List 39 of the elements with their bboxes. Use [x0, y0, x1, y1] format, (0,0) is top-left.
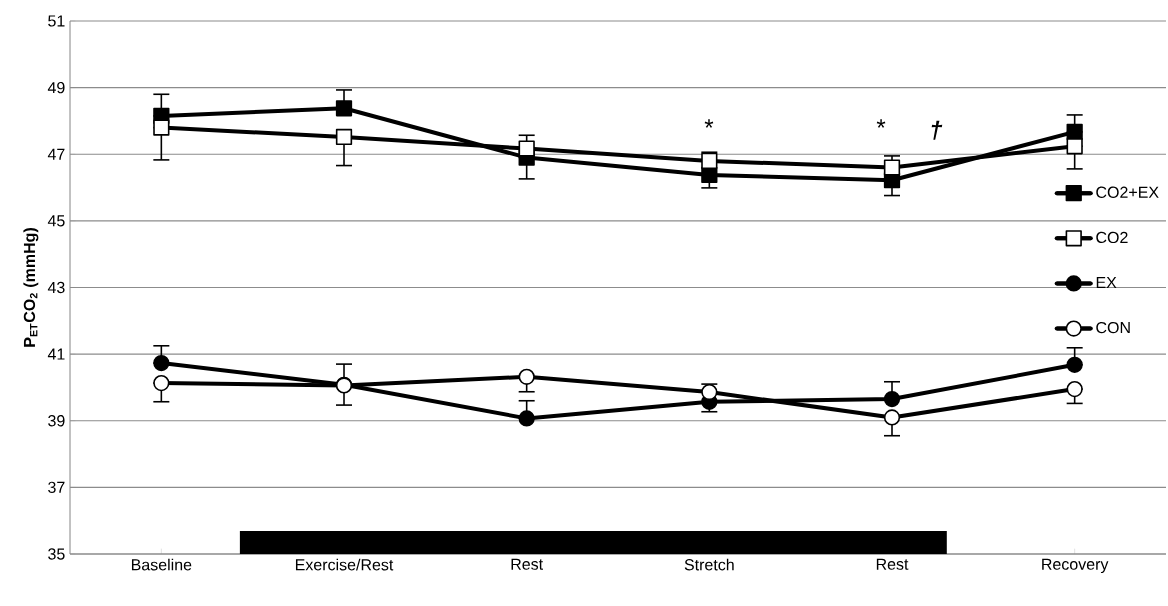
annotation: * [704, 119, 714, 128]
point [518, 410, 535, 427]
annotation: * [876, 119, 886, 128]
point [883, 159, 901, 176]
point [1066, 380, 1083, 398]
x-tick-label: Stretch [684, 558, 734, 571]
point [883, 409, 901, 426]
point [153, 354, 170, 372]
point [518, 368, 535, 385]
legend-label: CO2 [1096, 231, 1128, 244]
point [1066, 356, 1083, 373]
legend-label: CON [1096, 321, 1130, 334]
point [701, 152, 718, 170]
y-tick-label: 39 [48, 415, 65, 427]
y-tick-label: 43 [47, 281, 65, 294]
x-tick-label: Rest [876, 558, 909, 570]
y-axis-title: P$_{ET}$CO$_{2}$ (mmHg) [23, 228, 39, 347]
point [153, 119, 170, 136]
point [335, 100, 353, 117]
legend-label: CO2+EX [1096, 186, 1159, 198]
point [1066, 138, 1083, 155]
x-tick-label: Rest [511, 558, 543, 570]
y-tick-label: 35 [48, 548, 65, 560]
point [883, 390, 901, 408]
y-tick-label: 41 [47, 348, 65, 360]
point [701, 383, 718, 401]
point [518, 140, 535, 157]
x-tick-label: Baseline [131, 558, 192, 571]
point [335, 128, 353, 146]
annotation: † [931, 120, 943, 140]
y-tick-label: 45 [47, 215, 65, 227]
y-tick-label: 47 [47, 148, 65, 160]
x-tick-label: Recovery [1042, 558, 1109, 574]
x-tick-label: Exercise/Rest [295, 558, 394, 571]
y-tick-label: 51 [48, 15, 65, 27]
y-tick-label: 49 [47, 81, 65, 94]
legend-label: EX [1096, 276, 1117, 288]
y-tick-label: 37 [48, 481, 65, 494]
point [153, 374, 170, 392]
